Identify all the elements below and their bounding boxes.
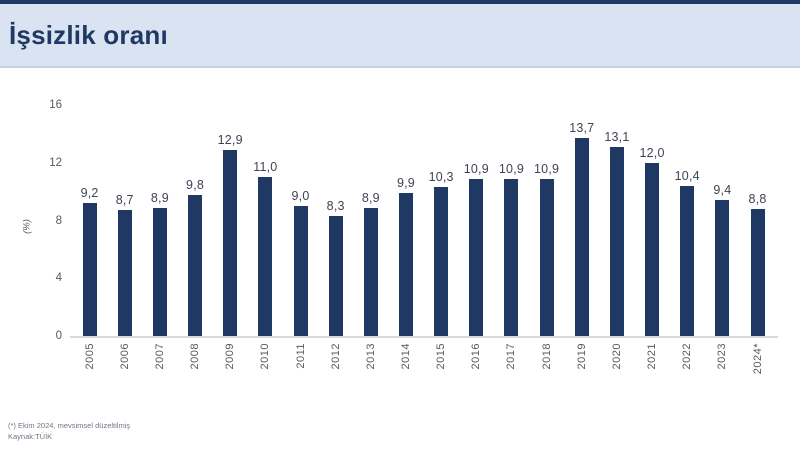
bar-value-label: 9,2: [80, 186, 99, 201]
bar-value-label: 11,0: [253, 160, 278, 175]
bar-slot: 12,9 2009: [213, 90, 248, 370]
x-tick-label: 2020: [610, 343, 623, 370]
x-tick-label: 2007: [153, 343, 166, 370]
bar: [434, 187, 449, 336]
bar: [609, 146, 624, 336]
bar-slot: 11,0 2010: [248, 90, 283, 369]
x-tick-label: 2018: [540, 343, 553, 370]
x-tick-label: 2024*: [751, 343, 764, 375]
bar-value-label: 9,8: [186, 177, 205, 192]
bar-slot: 8,7 2006: [107, 90, 142, 369]
bar: [152, 207, 167, 336]
x-tick-label: 2022: [681, 343, 694, 370]
header: İşsizlik oranı: [0, 0, 800, 68]
x-tick-label: 2006: [118, 343, 131, 370]
bar-slot: 9,2 2005: [72, 90, 107, 369]
bar-slot: 10,4 2022: [670, 90, 705, 370]
x-tick-label: 2023: [716, 343, 729, 370]
bar: [645, 162, 660, 336]
bar: [680, 185, 695, 336]
bar: [469, 178, 484, 336]
bar-value-label: 10,9: [463, 161, 489, 176]
bar-slot: 8,3 2012: [318, 90, 353, 369]
bar: [539, 178, 554, 336]
x-tick-label: 2012: [329, 343, 342, 370]
bar-slot: 8,8 2024*: [740, 90, 775, 374]
bar: [82, 203, 97, 336]
bar: [398, 193, 413, 336]
x-tick-label: 2019: [575, 343, 588, 370]
bar-value-label: 10,3: [428, 170, 454, 185]
x-tick-label: 2005: [83, 343, 96, 370]
bar: [363, 207, 378, 336]
x-tick-label: 2010: [259, 343, 272, 370]
bar-slot: 9,9 2014: [388, 90, 423, 369]
bar-value-label: 12,9: [217, 132, 243, 147]
bar-slot: 13,7 2019: [564, 90, 599, 369]
plot-area: 9,2 2005 8,7 2006 8,9 2007 9,8 2008 12,9 2009 11,0…: [72, 90, 775, 374]
x-tick-label: 2014: [399, 343, 412, 370]
bar-slot: 8,9 2007: [142, 90, 177, 370]
x-tick-label: 2009: [224, 343, 237, 370]
bar-slot: 8,9 2013: [353, 90, 388, 370]
bar-slot: 10,9 2017: [494, 90, 529, 370]
bar-value-label: 8,3: [326, 199, 345, 214]
footnote-note: (*) Ekim 2024, mevsimsel düzeltilmiş: [8, 421, 131, 430]
x-tick-label: 2016: [470, 343, 483, 370]
x-tick-label: 2013: [364, 343, 377, 370]
x-tick-label: 2008: [189, 343, 202, 370]
bar: [293, 206, 308, 336]
bar-value-label: 9,0: [291, 189, 310, 204]
x-tick-label: 2015: [435, 343, 448, 370]
bar-value-label: 13,7: [569, 121, 595, 136]
footnote-source: Kaynak:TÜİK: [8, 431, 53, 441]
x-tick-label: 2011: [294, 343, 307, 369]
x-tick-label: 2017: [505, 343, 518, 370]
bar: [328, 216, 343, 336]
y-tick-label: 16: [49, 99, 62, 111]
bar-value-label: 8,9: [361, 190, 380, 205]
bar: [715, 200, 730, 336]
bar-slot: 10,9 2018: [529, 90, 564, 370]
bar: [258, 177, 273, 336]
bar-slot: 10,3 2015: [424, 90, 459, 369]
footnote: (*) Ekim 2024, mevsimsel düzeltilmiş Kay…: [8, 421, 130, 443]
y-tick-label: 8: [55, 214, 62, 227]
bar: [223, 149, 238, 336]
bar: [504, 178, 519, 336]
bar-slot: 9,8 2008: [177, 90, 212, 370]
bar-value-label: 8,9: [150, 190, 169, 205]
bar: [188, 194, 203, 336]
page-title: İşsizlik oranı: [9, 19, 168, 50]
bar-slot: 13,1 2020: [599, 90, 634, 370]
bar: [117, 210, 132, 336]
bar-slot: 12,0 2021: [635, 90, 670, 370]
x-axis-line: [70, 336, 778, 338]
bar-value-label: 13,1: [604, 129, 630, 144]
bar-slot: 9,4 2023: [705, 90, 740, 369]
bar-slot: 10,9 2016: [459, 90, 494, 370]
bar-value-label: 12,0: [639, 145, 665, 160]
bar-value-label: 10,9: [498, 161, 525, 176]
bar-value-label: 8,7: [115, 193, 134, 208]
bar-value-label: 10,9: [534, 161, 560, 176]
y-tick-label: 0: [55, 330, 62, 342]
bar-value-label: 9,9: [396, 176, 415, 191]
bar: [750, 208, 765, 336]
bar-value-label: 10,4: [674, 168, 700, 183]
bar-value-label: 8,8: [748, 191, 767, 206]
y-tick-label: 12: [49, 156, 62, 169]
bar: [574, 138, 589, 336]
y-tick-label: 4: [55, 272, 62, 285]
bar-slot: 9,0 2011: [283, 90, 318, 369]
bar-value-label: 9,4: [713, 183, 732, 198]
x-tick-label: 2021: [646, 343, 659, 370]
